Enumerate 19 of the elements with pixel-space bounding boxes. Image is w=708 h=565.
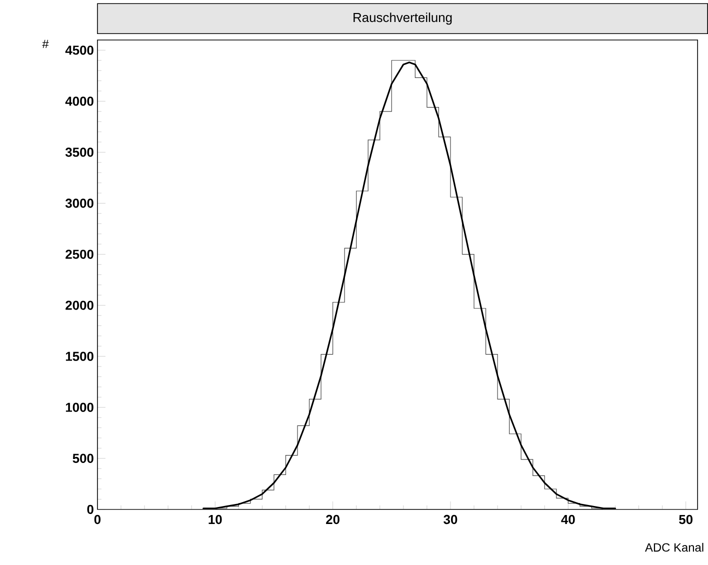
x-tick-label: 10 bbox=[208, 515, 222, 524]
y-tick-label: 0 bbox=[87, 504, 94, 514]
x-tick-label: 30 bbox=[444, 515, 458, 524]
x-tick-label: 0 bbox=[94, 515, 101, 524]
y-tick-label: 1000 bbox=[66, 402, 94, 412]
x-tick-label: 20 bbox=[326, 515, 340, 524]
x-axis-title: ADC Kanal bbox=[644, 543, 704, 552]
x-tick-label: 40 bbox=[561, 515, 575, 524]
y-axis-title: # bbox=[42, 40, 49, 48]
x-tick-label: 50 bbox=[679, 515, 692, 524]
y-tick-label: 3000 bbox=[65, 198, 94, 208]
y-tick-label: 3500 bbox=[65, 148, 94, 157]
y-tick-label: 1500 bbox=[66, 352, 94, 362]
y-tick-label: 4500 bbox=[65, 46, 94, 55]
chart-title: Rauschverteilung bbox=[354, 12, 452, 25]
y-tick-label: 4000 bbox=[65, 96, 94, 106]
y-tick-label: 500 bbox=[72, 454, 94, 464]
y-tick-label: 2500 bbox=[66, 250, 94, 260]
y-tick-label: 2000 bbox=[66, 300, 94, 310]
